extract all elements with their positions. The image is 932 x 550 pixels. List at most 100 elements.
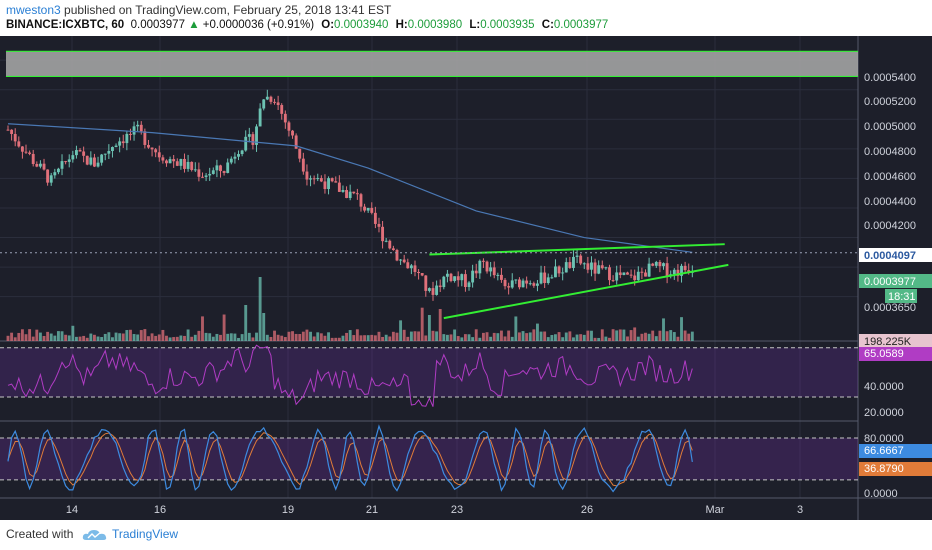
candle-body xyxy=(64,161,68,163)
volume-bar xyxy=(377,331,381,341)
volume-bar xyxy=(139,330,143,341)
high-value: 0.0003980 xyxy=(407,19,463,31)
volume-bar xyxy=(211,336,215,341)
candle-body xyxy=(49,175,53,183)
volume-bar xyxy=(247,332,251,341)
open-value: 0.0003940 xyxy=(334,19,389,31)
candle-body xyxy=(406,262,410,269)
volume-bar xyxy=(85,337,89,341)
volume-bar xyxy=(287,331,291,341)
volume-bar xyxy=(265,334,269,341)
volume-bar xyxy=(608,337,611,341)
volume-bar xyxy=(255,332,258,341)
volume-bar xyxy=(46,331,50,341)
volume-bar xyxy=(521,331,525,341)
volume-bar xyxy=(456,336,460,341)
stoch-k-line xyxy=(7,424,693,493)
candle-body xyxy=(554,266,557,278)
candle-body xyxy=(291,130,294,136)
candle-body xyxy=(539,272,543,284)
candle-body xyxy=(582,263,586,265)
candle-body xyxy=(622,272,626,276)
candle-body xyxy=(129,133,132,135)
volume-bar xyxy=(690,331,694,341)
candle-body xyxy=(42,163,46,170)
volume-bar xyxy=(402,329,406,341)
trendlines[interactable] xyxy=(0,243,858,320)
candle-body xyxy=(532,283,536,286)
candle-body xyxy=(312,178,316,180)
volume-bar xyxy=(626,336,629,341)
stochastic-panel xyxy=(0,424,858,493)
volume-bar xyxy=(327,332,330,341)
candle-body xyxy=(478,260,482,274)
volume-bar xyxy=(330,337,334,341)
price-tick: 0.0005000 xyxy=(864,121,916,133)
volume-bar xyxy=(175,336,179,341)
candle-body xyxy=(240,150,244,155)
stoch-d-tag xyxy=(859,462,932,476)
open-label: O: xyxy=(321,19,335,31)
volume-bar xyxy=(427,315,431,341)
candle-body xyxy=(528,283,532,285)
volume-bar xyxy=(291,331,294,341)
volume-bar xyxy=(233,333,237,341)
volume-bar xyxy=(611,329,615,341)
tradingview-link[interactable]: TradingView xyxy=(112,527,179,541)
volume-bar xyxy=(492,332,496,341)
rsi-tick: 20.0000 xyxy=(864,407,904,419)
countdown-label: 18:31 xyxy=(888,291,916,303)
volume-bar xyxy=(31,336,35,341)
price-tick: 0.0004200 xyxy=(864,220,916,232)
candle-body xyxy=(402,259,406,263)
volume-bar xyxy=(269,336,273,341)
candle-body xyxy=(615,272,619,281)
candle-body xyxy=(118,141,122,146)
volume-bar xyxy=(150,333,154,341)
volume-bar xyxy=(215,333,219,341)
volume-bar xyxy=(485,332,489,341)
volume-bar xyxy=(496,333,500,341)
candle-body xyxy=(265,96,269,100)
published-text: published on TradingView.com, February 2… xyxy=(64,3,392,17)
candle-body xyxy=(474,270,478,274)
candle-body xyxy=(211,170,215,174)
created-with-text: Created with xyxy=(6,527,74,541)
volume-bar xyxy=(546,337,550,341)
volume-bars xyxy=(6,277,694,341)
volume-bar xyxy=(647,333,651,341)
candle-body xyxy=(204,175,208,177)
symbol-label[interactable]: BINANCE:ICXBTC, 60 xyxy=(6,19,125,31)
stoch-d-line xyxy=(7,432,693,487)
candle-body xyxy=(445,273,449,277)
candle-body xyxy=(363,206,367,211)
candle-body xyxy=(190,161,194,170)
volume-bar xyxy=(370,334,374,341)
volume-bar xyxy=(658,330,662,341)
last-price-label: 0.0003977 xyxy=(864,276,916,288)
volume-bar xyxy=(345,332,348,341)
author-link[interactable]: mweston3 xyxy=(6,3,61,17)
volume-bar xyxy=(525,333,529,341)
rsi-value-tag xyxy=(859,347,932,361)
candle-body xyxy=(143,131,147,145)
volume-bar xyxy=(381,336,385,341)
time-tick: Mar xyxy=(706,504,725,516)
stoch-band xyxy=(0,437,858,480)
candle-body xyxy=(280,105,284,114)
volume-bar xyxy=(316,332,320,341)
volume-bar xyxy=(334,337,338,341)
candle-body xyxy=(229,158,233,163)
candle-body xyxy=(183,158,186,169)
volume-bar xyxy=(449,334,453,341)
ma-price-label: 0.0004097 xyxy=(864,250,916,262)
candle-body xyxy=(276,102,280,106)
candle-body xyxy=(629,274,633,276)
candle-body xyxy=(35,163,39,167)
candle-body xyxy=(154,149,158,153)
volume-bar xyxy=(74,336,78,341)
volume-bar xyxy=(67,335,71,341)
candle-body xyxy=(521,280,525,288)
candle-body xyxy=(514,279,518,281)
chart-area[interactable]: 0.0005400 0.0005200 0.0005000 0.0004800 0.00… xyxy=(0,36,932,520)
